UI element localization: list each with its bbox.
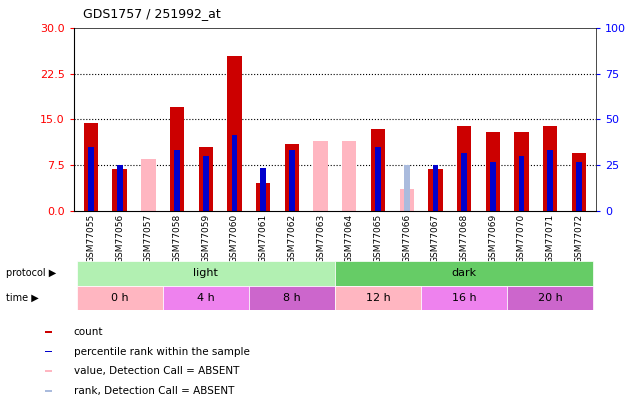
Bar bbox=[45, 331, 52, 333]
Text: 4 h: 4 h bbox=[197, 293, 215, 303]
Bar bbox=[256, 183, 271, 211]
Text: value, Detection Call = ABSENT: value, Detection Call = ABSENT bbox=[74, 366, 239, 376]
Bar bbox=[285, 144, 299, 211]
Text: 20 h: 20 h bbox=[538, 293, 563, 303]
Bar bbox=[45, 390, 52, 392]
Bar bbox=[543, 126, 558, 211]
Text: rank, Detection Call = ABSENT: rank, Detection Call = ABSENT bbox=[74, 386, 234, 396]
Bar bbox=[428, 169, 442, 211]
Bar bbox=[228, 56, 242, 211]
Bar bbox=[572, 153, 586, 211]
Bar bbox=[45, 351, 52, 352]
Bar bbox=[84, 122, 98, 211]
Bar bbox=[421, 286, 507, 310]
Text: light: light bbox=[194, 269, 218, 278]
Bar bbox=[170, 107, 184, 211]
Bar bbox=[289, 150, 295, 211]
Bar bbox=[249, 286, 335, 310]
Bar bbox=[117, 165, 122, 211]
Bar bbox=[335, 261, 594, 286]
Bar bbox=[76, 261, 335, 286]
Bar bbox=[112, 169, 127, 211]
Bar bbox=[519, 156, 524, 211]
Text: time ▶: time ▶ bbox=[6, 293, 39, 303]
Text: 12 h: 12 h bbox=[365, 293, 390, 303]
Text: dark: dark bbox=[451, 269, 477, 278]
Bar bbox=[335, 286, 421, 310]
Bar bbox=[399, 189, 414, 211]
Bar bbox=[199, 147, 213, 211]
Bar bbox=[174, 150, 180, 211]
Bar bbox=[486, 132, 500, 211]
Bar bbox=[76, 286, 163, 310]
Text: GDS1757 / 251992_at: GDS1757 / 251992_at bbox=[83, 7, 221, 20]
Bar bbox=[433, 165, 438, 211]
Bar bbox=[507, 286, 594, 310]
Bar bbox=[404, 165, 410, 211]
Bar bbox=[260, 168, 266, 211]
Bar bbox=[462, 153, 467, 211]
Bar bbox=[457, 126, 471, 211]
Bar bbox=[576, 162, 582, 211]
Text: count: count bbox=[74, 327, 103, 337]
Bar bbox=[163, 286, 249, 310]
Text: 8 h: 8 h bbox=[283, 293, 301, 303]
Bar bbox=[547, 150, 553, 211]
Bar bbox=[342, 141, 356, 211]
Text: protocol ▶: protocol ▶ bbox=[6, 269, 56, 278]
Bar bbox=[88, 147, 94, 211]
Bar bbox=[313, 141, 328, 211]
Text: 0 h: 0 h bbox=[111, 293, 128, 303]
Bar bbox=[231, 134, 237, 211]
Bar bbox=[370, 129, 385, 211]
Bar bbox=[45, 370, 52, 372]
Bar bbox=[141, 159, 156, 211]
Text: 16 h: 16 h bbox=[452, 293, 476, 303]
Bar bbox=[375, 147, 381, 211]
Text: percentile rank within the sample: percentile rank within the sample bbox=[74, 347, 249, 356]
Bar bbox=[203, 156, 208, 211]
Bar bbox=[490, 162, 495, 211]
Bar bbox=[514, 132, 529, 211]
